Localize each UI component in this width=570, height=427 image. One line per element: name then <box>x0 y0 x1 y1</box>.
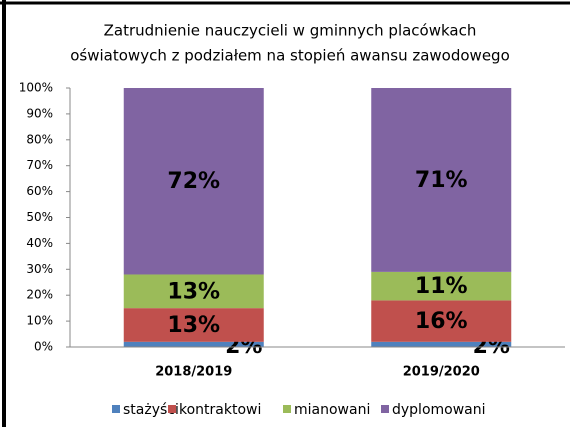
data-label: 71% <box>415 168 468 193</box>
bar-segment <box>371 88 512 272</box>
legend-label: dyplomowani <box>392 402 486 418</box>
data-label: 11% <box>415 274 468 299</box>
bar-segment <box>371 271 512 301</box>
y-tick-label: 80% <box>26 132 53 146</box>
bar-segment <box>123 274 264 309</box>
y-tick-label: 10% <box>26 314 53 328</box>
legend-label: kontraktowi <box>179 402 261 418</box>
y-tick-label: 20% <box>26 288 53 302</box>
x-tick-label: 2019/2020 <box>403 365 480 380</box>
y-tick-label: 50% <box>26 210 53 224</box>
y-tick-label: 90% <box>26 106 53 120</box>
y-tick-label: 100% <box>19 81 53 95</box>
bar-segment <box>371 341 512 347</box>
bar-segment <box>123 341 264 347</box>
bar-segment <box>123 88 264 275</box>
legend-swatch <box>381 405 389 413</box>
data-label: 16% <box>415 309 468 334</box>
y-tick-label: 60% <box>26 184 53 198</box>
chart-title: Zatrudnienie nauczycieli w gminnych plac… <box>104 22 477 40</box>
bar-segment <box>371 300 512 342</box>
data-label: 72% <box>167 169 220 194</box>
data-label: 13% <box>167 279 220 304</box>
chart-title: oświatowych z podziałem na stopień awans… <box>70 47 510 65</box>
legend-label: stażyści <box>123 402 179 418</box>
y-tick-label: 40% <box>26 236 53 250</box>
bar-segment <box>123 308 264 342</box>
legend-swatch <box>168 405 176 413</box>
y-tick-label: 30% <box>26 262 53 276</box>
x-tick-label: 2018/2019 <box>155 365 232 380</box>
legend-swatch <box>283 405 291 413</box>
y-tick-label: 0% <box>34 340 53 354</box>
legend-label: mianowani <box>294 402 370 418</box>
y-tick-label: 70% <box>26 158 53 172</box>
data-label: 13% <box>167 313 220 338</box>
legend-swatch <box>112 405 120 413</box>
